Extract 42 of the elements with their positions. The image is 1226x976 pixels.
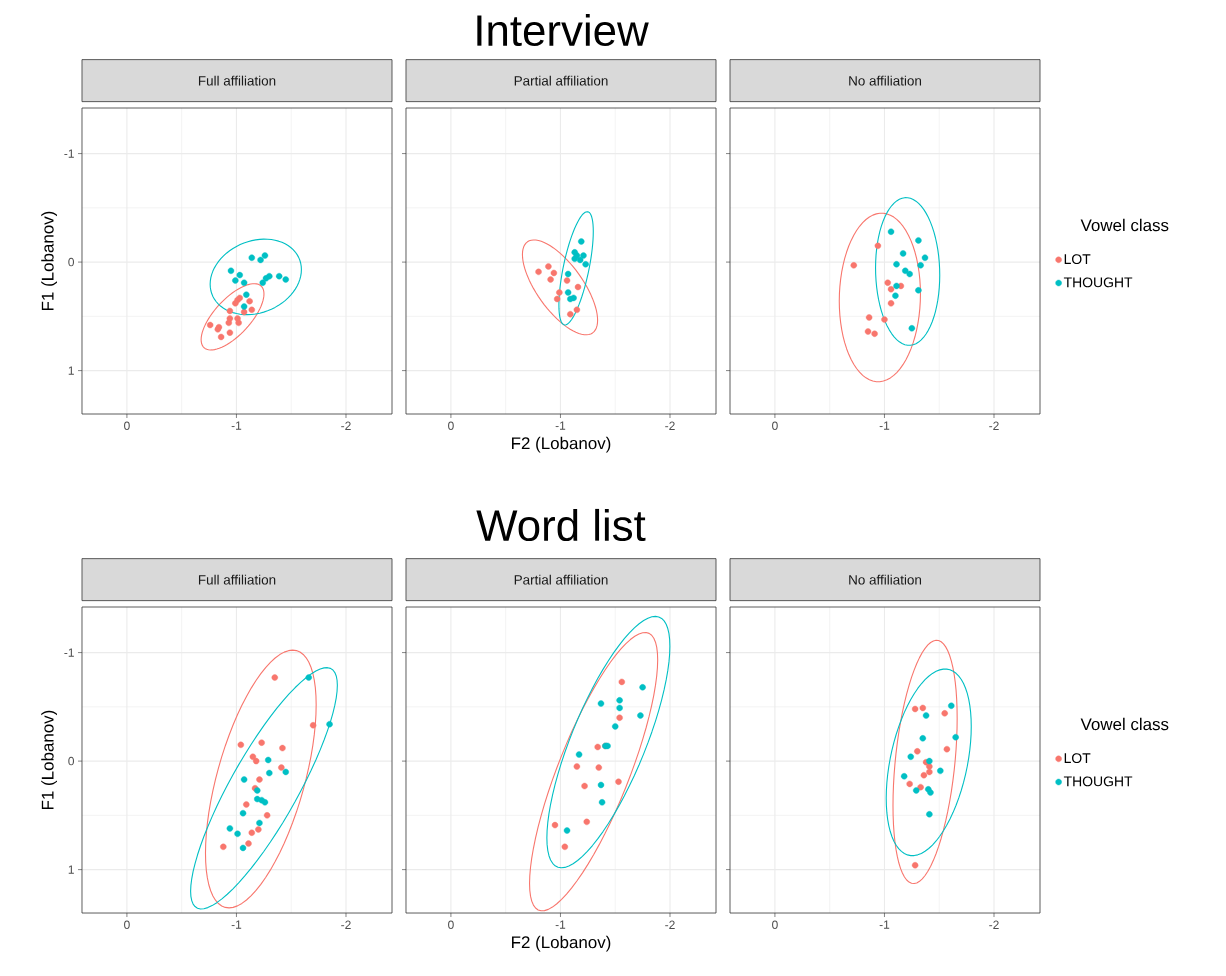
chart-title: Partial affiliation	[514, 75, 608, 86]
chart-title: Partial affiliation	[514, 574, 608, 585]
y-axis-title: F1 (Lobanov)	[41, 710, 57, 809]
legend-label: LOT	[1064, 254, 1091, 265]
x-tick-label: 0	[772, 421, 778, 430]
x-tick-label: -1	[231, 920, 242, 929]
chart-title: No affiliation	[849, 574, 922, 585]
y-axis-title: F1 (Lobanov)	[41, 211, 57, 310]
x-tick-label: -1	[555, 421, 566, 430]
legend-label: THOUGHT	[1063, 776, 1133, 787]
x-tick-label: 0	[772, 920, 778, 929]
x-tick-label: -1	[231, 421, 242, 430]
chart-title: No affiliation	[849, 75, 922, 86]
text: Interview	[477, 13, 649, 47]
y-tick-label: 1	[68, 366, 74, 375]
x-tick-label: 0	[124, 421, 130, 430]
x-tick-label: -1	[879, 920, 890, 929]
y-tick-label: 0	[68, 257, 75, 267]
x-tick-label: 0	[448, 920, 454, 929]
x-tick-label: -2	[341, 421, 351, 430]
legend-title: Vowel class	[1080, 717, 1169, 731]
y-tick-label: -1	[64, 149, 74, 158]
legend-label: THOUGHT	[1063, 277, 1133, 288]
x-tick-label: -2	[341, 920, 351, 929]
legend-title: Vowel class	[1080, 218, 1169, 232]
x-tick-label: -2	[989, 421, 999, 430]
legend-label: LOT	[1064, 753, 1091, 764]
x-tick-label: 0	[124, 920, 130, 929]
x-tick-label: 0	[448, 421, 454, 430]
x-tick-label: -1	[555, 920, 566, 929]
x-tick-label: -2	[989, 920, 999, 929]
text: Word list	[476, 508, 646, 542]
x-tick-label: -1	[879, 421, 890, 430]
chart-title: Full affiliation	[198, 574, 276, 585]
y-tick-label: -1	[64, 648, 74, 657]
x-axis-title: F2 (Lobanov)	[512, 436, 611, 453]
x-tick-label: -2	[665, 920, 675, 929]
y-tick-label: 1	[68, 865, 74, 874]
chart-title: Full affiliation	[198, 75, 276, 86]
x-tick-label: -2	[665, 421, 675, 430]
x-axis-title: F2 (Lobanov)	[512, 935, 611, 952]
y-tick-label: 0	[68, 756, 75, 766]
